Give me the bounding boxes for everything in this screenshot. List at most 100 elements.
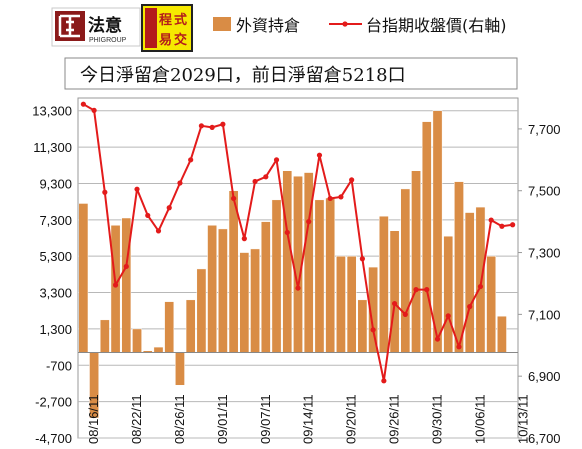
right-tick-label: 7,500 [528,184,561,199]
x-tick-label: 09/14/11 [301,394,316,444]
chart-headline: 今日淨留倉2029口，前日淨留倉5218口 [80,65,406,86]
line-point [102,189,108,195]
line-point [499,223,505,229]
x-tick-label: 09/30/11 [430,394,445,444]
line-point [488,217,494,223]
bar [110,225,121,353]
line-point [338,194,344,200]
bar [239,252,250,353]
bar [132,328,142,353]
bar [454,181,464,353]
bar [228,190,239,353]
bar [153,346,164,353]
bar [486,255,497,353]
bar [250,248,260,353]
x-tick-label: 10/13/11 [515,394,530,444]
logo: 法意 PHIGROUP 程 式 交 易 [51,4,193,52]
seal-char-3: 交 [174,32,187,48]
line-point [306,219,312,225]
line-point [123,263,129,270]
line-point [370,327,376,333]
x-tick-label: 09/07/11 [258,394,273,444]
legend-bar-label: 外資持倉 [236,16,300,35]
line-point [263,174,269,180]
line-point [155,228,162,234]
line-point [241,236,247,242]
line-point [413,287,419,293]
line-point [349,177,355,183]
bar [346,255,357,353]
right-axis: 7,700 7,500 7,300 7,100 6,900 6,700 [518,122,561,446]
left-tick-label: 13,300 [32,104,72,119]
left-tick-label: 5,300 [39,249,72,264]
line-point [220,121,226,127]
line-point [284,229,290,236]
left-tick-label: -700 [46,358,72,373]
line-point [467,304,473,310]
bar [207,225,218,353]
line-point [381,378,387,384]
line-point [231,195,237,202]
line-point [252,178,258,185]
line-point [134,186,140,192]
bar [357,299,368,353]
line-point [445,313,451,319]
bar [389,230,400,353]
line-point [91,107,97,113]
line-series [80,101,516,384]
bar [443,235,454,353]
bar [432,110,443,353]
bar [378,215,389,353]
left-tick-label: -4,700 [35,431,72,446]
bar [282,170,293,353]
bar [164,301,175,353]
right-tick-label: 7,300 [528,246,561,261]
line-point [166,205,172,211]
left-tick-label: 3,300 [39,286,72,301]
x-tick-label: 08/22/11 [129,394,144,444]
line-point [402,311,408,317]
x-tick-label: 08/16/11 [86,394,101,444]
seal-char-2: 式 [174,12,187,28]
line-point [434,336,441,342]
bar [175,352,185,386]
headline-box: 今日淨留倉2029口，前日淨留倉5218口 [64,57,518,90]
seal-char-1: 程 [159,13,172,28]
left-tick-label: 1,300 [39,322,72,337]
line-point [456,344,462,350]
line-point [391,300,398,307]
bar [336,255,346,353]
bar [421,121,432,353]
x-tick-label: 08/26/11 [172,394,187,444]
bar [464,212,475,353]
line-point [510,222,516,228]
line-point [177,180,183,186]
bar [411,170,421,353]
bar [196,268,207,353]
bar [99,319,110,353]
left-tick-label: -2,700 [35,395,72,410]
line-point [198,123,205,129]
legend: 外資持倉 台指期收盤價(右軸) [213,16,507,35]
x-tick-label: 10/06/11 [472,394,487,444]
left-tick-label: 9,300 [39,176,72,191]
line-point [359,256,365,262]
bar [314,199,325,353]
bar [400,188,411,353]
x-tick-label: 09/20/11 [344,394,359,444]
left-tick-label: 7,300 [39,213,72,228]
logo-brand-sub: PHIGROUP [89,37,127,44]
bar [475,206,486,353]
legend-line-marker [342,21,348,27]
line-point [316,152,323,158]
bar [325,197,336,353]
bar [497,315,507,353]
left-axis: 13,300 11,300 9,300 7,300 5,300 3,300 1,300 -70… [32,104,72,446]
line-point [273,157,280,163]
logo-brand-name: 法意 [88,15,122,36]
bar [260,221,271,353]
line-point [112,282,119,288]
x-axis: 08/16/11 08/22/11 08/26/11 09/01/11 09/07/11… [86,394,530,444]
line-point [424,287,430,293]
